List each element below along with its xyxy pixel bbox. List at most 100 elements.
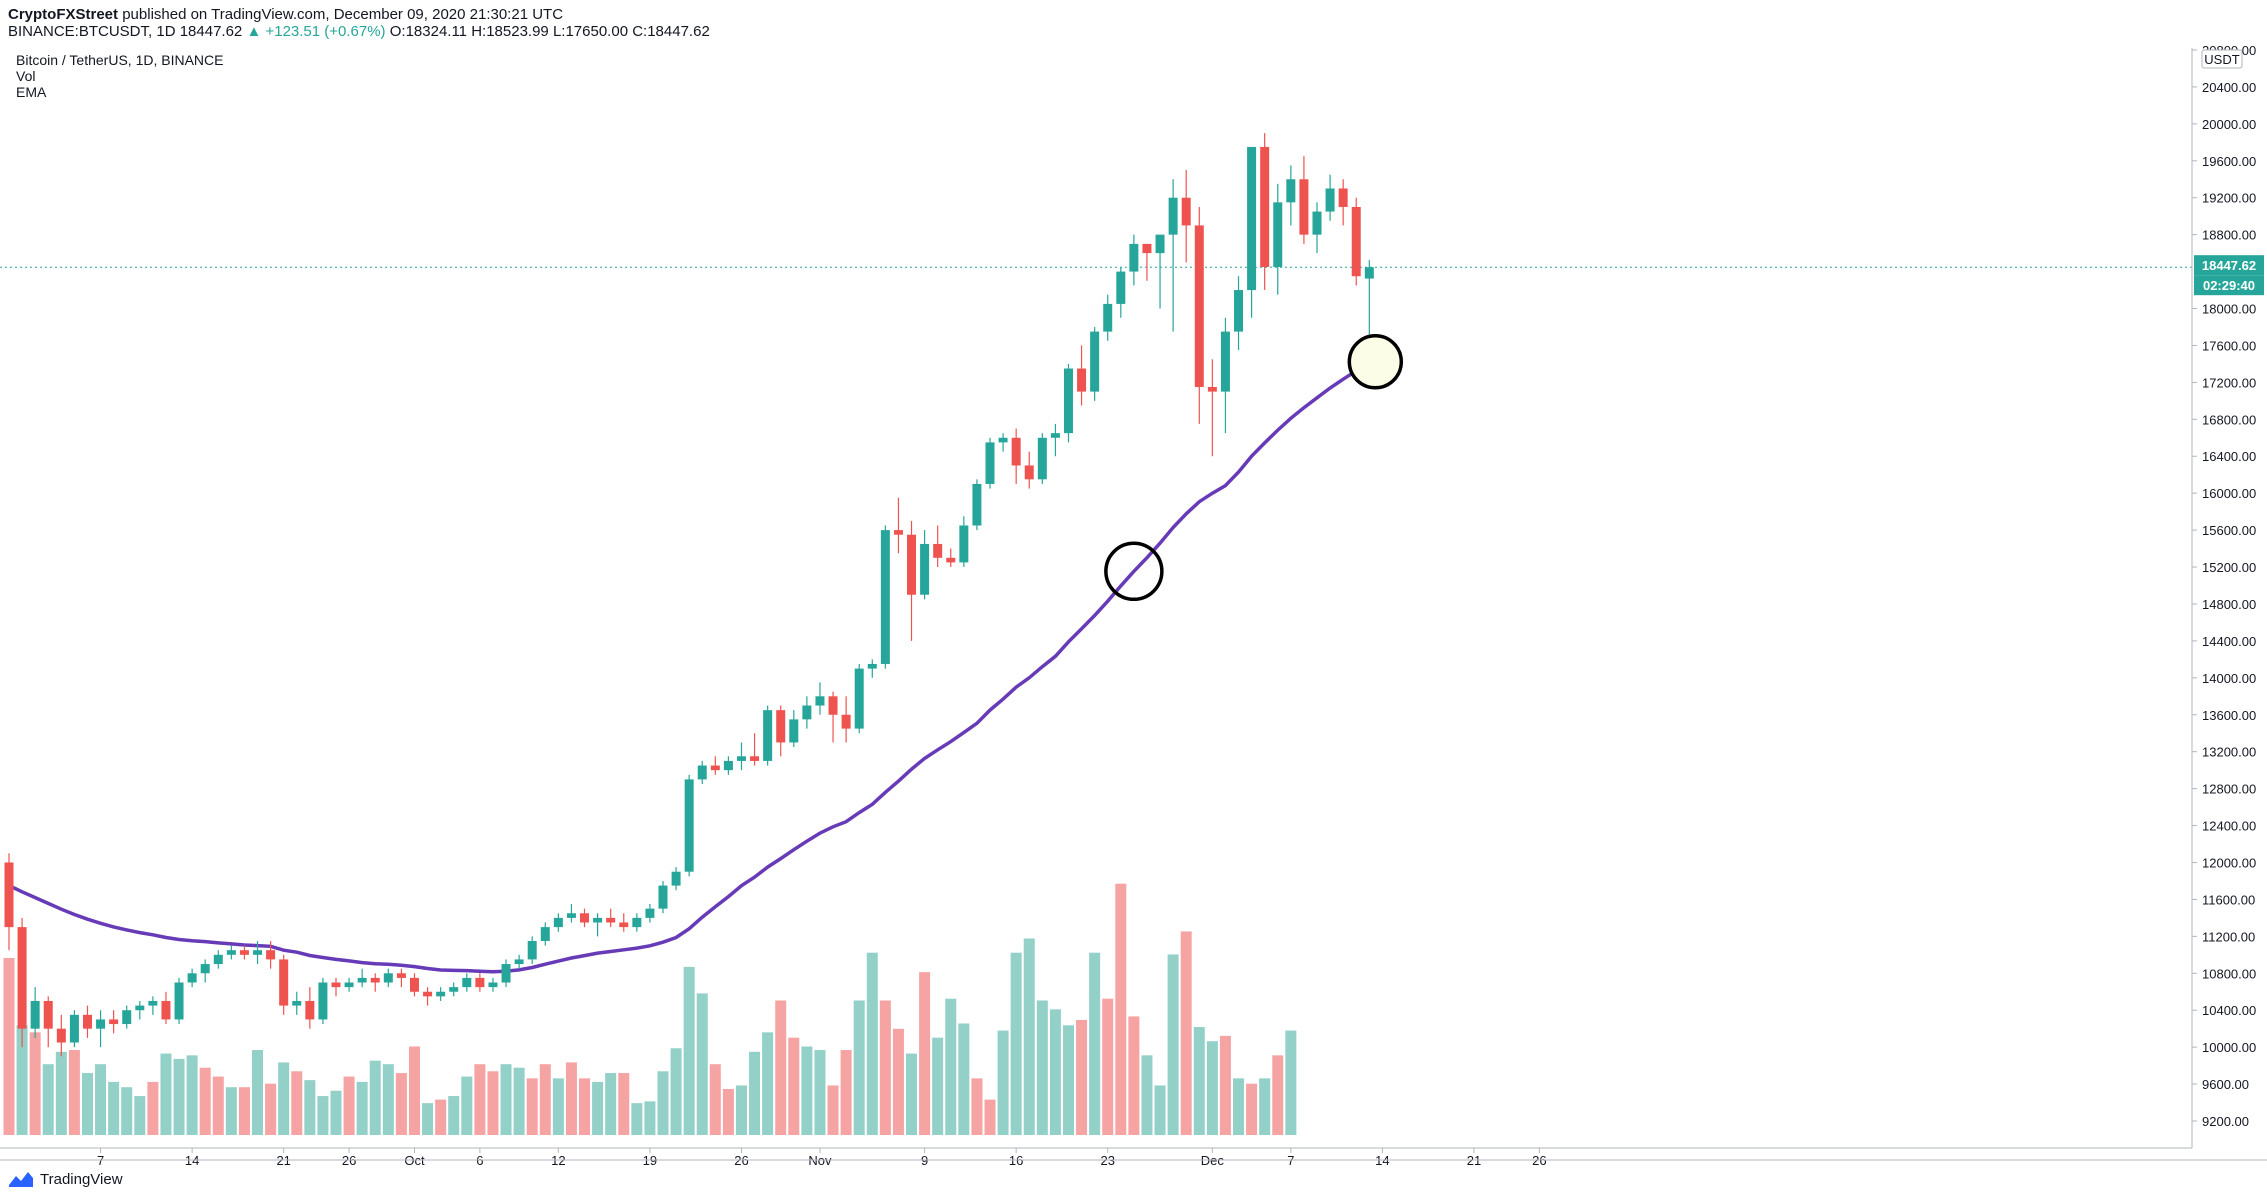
volume-bar [1154, 1085, 1166, 1135]
candle-body [828, 696, 838, 715]
candle-body [606, 917, 616, 923]
candle-body [684, 779, 694, 872]
volume-bar [265, 1083, 277, 1135]
candle [266, 940, 276, 969]
ohlc-open: 18324.11 [405, 23, 468, 40]
candle [1181, 170, 1191, 263]
candle [1155, 234, 1165, 309]
candle [56, 1014, 66, 1057]
volume-bar [814, 1050, 826, 1135]
candle-body [907, 534, 917, 595]
symbol-last-price: 18447.62 [179, 23, 243, 40]
volume-bar [238, 1087, 250, 1135]
volume-bar [579, 1078, 591, 1135]
candle-body [1011, 437, 1021, 466]
volume-bar [1246, 1083, 1258, 1135]
candle-body [1299, 179, 1309, 235]
volume-bar [81, 1073, 93, 1135]
price-tick-label: 10800.00 [2202, 966, 2256, 981]
candle-body [370, 977, 380, 983]
candle-body [815, 696, 825, 706]
candle-body [305, 1000, 315, 1020]
candle [1037, 433, 1047, 484]
price-tick-label: 16800.00 [2202, 412, 2256, 427]
symbol-line: BINANCE:BTCUSDT, 1D 18447.62 ▲ +123.51 (… [8, 23, 710, 40]
candle-body [1155, 234, 1165, 254]
volume-bar [513, 1067, 525, 1135]
candle-body [1325, 188, 1335, 212]
volume-bar [199, 1067, 211, 1135]
candle-body [789, 719, 799, 743]
candle [998, 433, 1008, 452]
candle-body [1090, 331, 1100, 392]
volume-bar [840, 1050, 852, 1135]
candle-body [396, 973, 406, 978]
candle-body [946, 557, 956, 563]
candle [645, 904, 655, 923]
tradingview-brand[interactable]: TradingView [40, 1170, 123, 1188]
volume-bar [906, 1053, 918, 1135]
volume-bar [461, 1076, 473, 1135]
candle-body [972, 483, 982, 526]
price-axis[interactable]: 9200.00 9600.00 10000.00 10400.00 10800.00 11… [2192, 43, 2256, 1129]
price-tick-label: 12400.00 [2202, 819, 2256, 834]
volume-bar [657, 1071, 669, 1135]
price-tick-label: 16000.00 [2202, 486, 2256, 501]
candle [1234, 276, 1244, 351]
volume-bar [343, 1076, 355, 1135]
candle-body [409, 977, 419, 992]
volume-bar [984, 1099, 996, 1135]
candle-body [1037, 437, 1047, 480]
candle [488, 977, 498, 992]
volume-bar [1206, 1041, 1218, 1135]
candle-body [475, 977, 485, 988]
volume-bar [1180, 931, 1192, 1135]
candle [4, 853, 14, 951]
volume-bar [356, 1081, 368, 1135]
candle-body [135, 1005, 145, 1011]
publisher-name[interactable]: CryptoFXStreet [8, 6, 119, 23]
legend-main-series[interactable]: Bitcoin / TetherUS, 1D, BINANCE [16, 52, 224, 68]
candle-body [959, 525, 969, 563]
price-tick-label: 11200.00 [2202, 929, 2255, 944]
time-axis[interactable]: 7142126Oct6121926Nov91623Dec7142126 [97, 1148, 1547, 1168]
candle-body [580, 913, 590, 923]
volume-bar [775, 1000, 787, 1135]
candle [619, 913, 629, 932]
volume-bar [55, 1051, 67, 1135]
candle [802, 696, 812, 729]
candle [396, 968, 406, 988]
candle [1299, 156, 1309, 244]
volume-bar [291, 1071, 303, 1135]
candle-body [619, 922, 629, 928]
candle-body [383, 973, 393, 983]
candle-body [279, 959, 289, 1006]
volume-bar [1036, 1000, 1048, 1135]
ohlc-close-label: C: [632, 23, 648, 40]
candle [148, 996, 158, 1015]
volume-bar [147, 1081, 159, 1135]
candle-body [82, 1014, 92, 1029]
candle-body [1207, 386, 1217, 392]
volume-bar [448, 1096, 460, 1135]
candle [318, 977, 328, 1025]
candle [1063, 363, 1073, 443]
currency-label: USDT [2204, 52, 2239, 67]
candle-body [933, 543, 943, 558]
legend-volume[interactable]: Vol [16, 68, 36, 84]
volume-bar [1076, 1019, 1088, 1135]
candle-body [854, 668, 864, 729]
candle [1129, 234, 1139, 286]
price-tick-label: 17600.00 [2202, 338, 2256, 353]
volume-bar [1089, 952, 1101, 1135]
volume-bar [618, 1073, 630, 1135]
legend-ema[interactable]: EMA [16, 84, 47, 100]
volume-bar [382, 1064, 394, 1135]
volume-bar [173, 1058, 185, 1135]
candle [1077, 345, 1087, 406]
candle [1312, 202, 1322, 254]
candle-body [30, 1000, 40, 1029]
candle-body [148, 1000, 158, 1006]
candle-body [985, 442, 995, 484]
